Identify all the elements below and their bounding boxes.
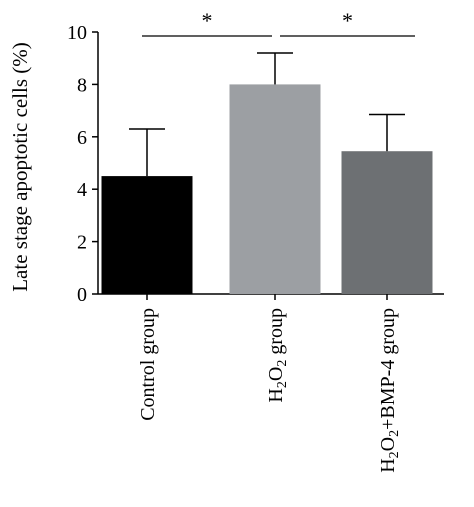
y-tick-label: 8 (77, 74, 87, 96)
subscript: 2 (387, 451, 402, 458)
y-tick-label: 2 (77, 232, 87, 254)
bar-2 (229, 84, 321, 295)
bar-1 (101, 176, 193, 294)
label-part: Control group (137, 308, 159, 421)
label-part: H (377, 458, 399, 472)
label-part: H (265, 388, 287, 402)
label-part: O (265, 367, 287, 381)
bars (101, 84, 433, 295)
y-tick-label: 10 (67, 22, 87, 44)
label-part: O (377, 437, 399, 451)
bar-3 (341, 151, 433, 294)
x-category-label-1: Control group (137, 308, 159, 421)
y-axis-label: Late stage apoptotic cells (%) (8, 42, 32, 292)
significance-markers: * * (142, 8, 415, 37)
subscript: 2 (387, 430, 402, 437)
y-tick-label: 0 (77, 284, 87, 306)
subscript: 2 (275, 360, 290, 367)
label-part: group (265, 308, 287, 360)
y-axis-title: Late stage apoptotic cells (%) (8, 42, 32, 292)
x-category-label-3: H2O2+BMP-4 group (377, 308, 402, 473)
subscript: 2 (275, 381, 290, 388)
label-part: +BMP-4 group (377, 308, 399, 430)
y-tick-label: 6 (77, 127, 87, 149)
significance-star-1: * (202, 8, 213, 33)
x-category-label-2: H2O2 group (265, 308, 290, 403)
error-bars (129, 52, 405, 177)
y-tick-label: 4 (77, 179, 87, 201)
significance-star-2: * (342, 8, 353, 33)
